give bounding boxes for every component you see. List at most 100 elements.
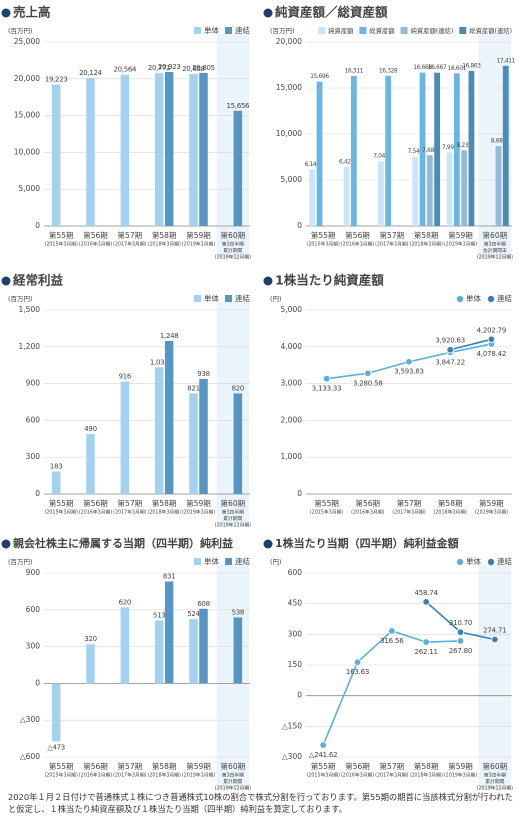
value-label: 3,847.22 bbox=[435, 358, 465, 366]
bar bbox=[233, 110, 243, 226]
chart: 純資産額／総資産額 (百万円) 総資産額(連結) 純資産額(連結) 総資産額 純資産額 0 5… bbox=[263, 5, 516, 261]
bar bbox=[233, 393, 243, 494]
x-tick-note: (2016年3月期) bbox=[79, 241, 113, 248]
y-tick-label: 5,000 bbox=[281, 305, 303, 314]
y-tick-label: 3,000 bbox=[281, 379, 303, 388]
value-label: 3,920.63 bbox=[435, 337, 465, 345]
x-tick-note: (2018年3月期) bbox=[409, 241, 443, 248]
x-tick-label: 第60期 bbox=[221, 498, 246, 508]
x-tick-note: (2017年3月期) bbox=[113, 772, 147, 779]
value-label: 16,863 bbox=[462, 63, 481, 69]
legend-label: 連結 bbox=[497, 556, 512, 566]
chart: 1株当たり当期（四半期）純利益金額 (円) 連結 単体 △300 △150 0 150 300 4… bbox=[263, 536, 513, 792]
x-tick-note: (2019年12月期) bbox=[215, 785, 252, 792]
value-label: 20,771 bbox=[148, 64, 171, 72]
legend-label: 連結 bbox=[235, 25, 250, 35]
y-tick-label: 25,000 bbox=[14, 37, 40, 46]
bar bbox=[343, 166, 350, 226]
bar bbox=[120, 381, 130, 494]
value-label: 6,429 bbox=[339, 159, 355, 165]
bar bbox=[199, 608, 208, 684]
y-tick-label: 300 bbox=[26, 452, 41, 461]
y-tick-label: 600 bbox=[26, 605, 41, 614]
x-tick-note: 累計期間 bbox=[223, 515, 242, 522]
value-label: 490 bbox=[84, 425, 96, 433]
point bbox=[487, 335, 496, 344]
legend-marker bbox=[459, 27, 467, 34]
line bbox=[450, 338, 492, 351]
legend-label: 単体 bbox=[204, 293, 219, 303]
x-tick-label: 第57期 bbox=[397, 498, 422, 508]
x-tick-label: 第57期 bbox=[118, 498, 143, 508]
legend-marker bbox=[456, 295, 464, 303]
x-tick-label: 第55期 bbox=[311, 761, 336, 771]
highlight-band bbox=[478, 565, 511, 789]
y-tick-label: 5,000 bbox=[281, 175, 303, 184]
y-tick-label: 15,000 bbox=[14, 111, 40, 120]
x-tick-label: 第60期 bbox=[483, 761, 508, 771]
point bbox=[491, 635, 499, 644]
value-label: 608 bbox=[197, 600, 209, 608]
value-label: 820 bbox=[232, 384, 244, 392]
y-tick-label: 0 bbox=[297, 221, 302, 230]
x-tick-label: 第58期 bbox=[152, 761, 177, 771]
x-tick-note: (2017年3月期) bbox=[113, 241, 147, 248]
value-label: 320 bbox=[84, 635, 96, 643]
bar bbox=[309, 169, 316, 226]
x-tick-note: 累計期間 bbox=[223, 778, 242, 785]
x-tick-label: 第55期 bbox=[49, 498, 74, 508]
x-tick-label: 第57期 bbox=[118, 761, 143, 771]
x-tick-note: (2015年3月期) bbox=[310, 509, 344, 516]
x-tick-label: 第58期 bbox=[414, 761, 439, 771]
value-label: 513 bbox=[153, 611, 165, 619]
value-label: 16,667 bbox=[428, 65, 447, 71]
value-label: 831 bbox=[163, 572, 175, 580]
x-tick-note: (2017年3月期) bbox=[375, 772, 409, 779]
y-tick-label: △150 bbox=[282, 721, 302, 730]
value-label: 821 bbox=[187, 384, 199, 392]
unit-label: (円) bbox=[270, 295, 282, 303]
value-label: 916 bbox=[119, 373, 132, 381]
y-tick-label: 0 bbox=[35, 221, 40, 230]
point bbox=[405, 358, 413, 366]
bar bbox=[316, 81, 323, 226]
x-tick-note: (2018年3月期) bbox=[147, 772, 181, 779]
bar bbox=[468, 70, 475, 226]
title-bullet bbox=[1, 539, 11, 549]
y-tick-label: 300 bbox=[26, 642, 41, 651]
x-tick-label: 第57期 bbox=[380, 230, 405, 240]
value-label: 1,033 bbox=[150, 358, 169, 366]
footnote: 2020年１月２日付けで普通株式１株につき普通株式10株の割合で株式分割を行って… bbox=[8, 792, 513, 814]
value-label: 310.70 bbox=[449, 619, 472, 627]
x-tick-note: 第3四半期 bbox=[484, 772, 506, 779]
chart: 売上高 (百万円) 連結 単体 0 5,000 10,000 15,000 20,000 25,0… bbox=[1, 5, 252, 261]
legend-marker bbox=[400, 27, 408, 34]
x-tick-note: (2019年3月期) bbox=[444, 772, 478, 779]
chart: 親会社株主に帰属する当期（四半期）純利益 (百万円) 連結 単体 △600 △300 0 30… bbox=[1, 536, 252, 792]
bar bbox=[120, 74, 130, 226]
bar bbox=[461, 150, 468, 226]
x-tick-note: (2018年3月期) bbox=[409, 772, 443, 779]
x-tick-note: 累計期間 bbox=[485, 778, 504, 785]
x-tick-note: (2018年3月期) bbox=[147, 509, 181, 516]
x-tick-note: (2015年3月期) bbox=[44, 509, 78, 516]
bar bbox=[164, 340, 174, 494]
legend-marker bbox=[225, 558, 232, 565]
y-tick-label: 0 bbox=[35, 678, 40, 687]
x-tick-note: (2019年12月期) bbox=[215, 254, 252, 261]
value-label: 1,248 bbox=[160, 332, 179, 340]
x-tick-note: (2017年3月期) bbox=[113, 509, 147, 516]
x-tick-note: (2018年3月期) bbox=[147, 241, 181, 248]
x-tick-note: (2018年3月期) bbox=[433, 509, 467, 516]
value-label: 620 bbox=[119, 598, 131, 606]
bar bbox=[453, 73, 460, 226]
x-tick-label: 第56期 bbox=[83, 498, 108, 508]
value-label: 163.63 bbox=[346, 668, 369, 676]
x-tick-note: (2015年3月期) bbox=[44, 772, 78, 779]
x-tick-note: (2019年12月期) bbox=[215, 522, 252, 529]
x-tick-label: 第55期 bbox=[49, 761, 74, 771]
value-label: △241.62 bbox=[309, 751, 337, 759]
bar bbox=[154, 73, 164, 226]
value-label: 458.74 bbox=[415, 589, 439, 597]
